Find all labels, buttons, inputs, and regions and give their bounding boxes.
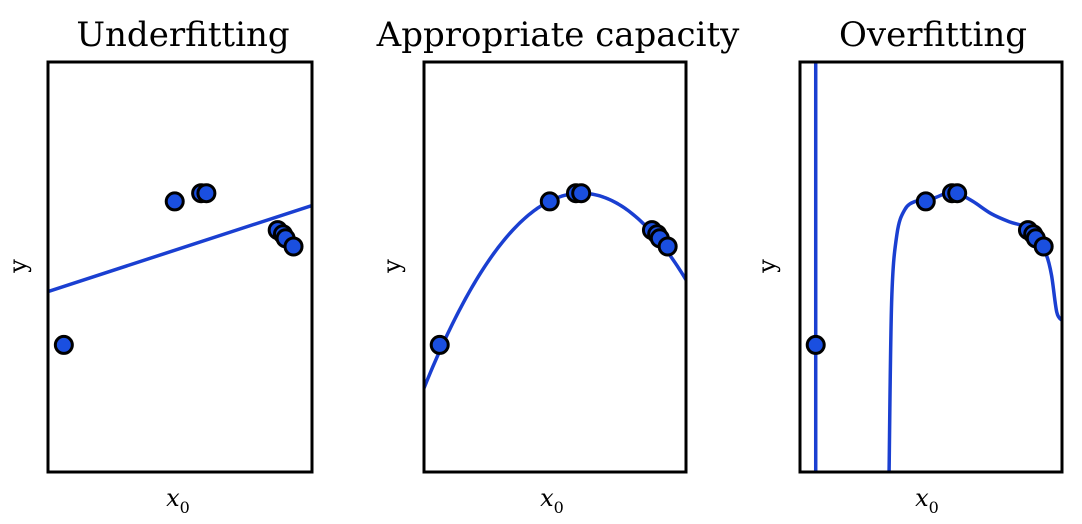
data-point (283, 236, 304, 257)
fit-curve-group (813, 62, 1062, 472)
panel-title: Appropriate capacity (376, 15, 740, 55)
data-point (53, 334, 74, 355)
data-point (1033, 236, 1054, 257)
panel-appropriate-capacity: Appropriate capacity y x0 (376, 15, 740, 517)
data-point (164, 191, 185, 212)
data-point (571, 183, 592, 204)
x-axis-label-subscript: 0 (554, 498, 564, 517)
plot-frame (798, 60, 1064, 474)
y-axis-label: y (378, 259, 406, 274)
data-point (947, 183, 968, 204)
y-axis-label: y (753, 259, 781, 274)
panel-underfitting: Underfitting y x0 (4, 15, 314, 517)
y-axis-label: y (4, 259, 32, 274)
x-axis-label-base: x (915, 484, 929, 512)
data-point (539, 191, 560, 212)
panel-title: Underfitting (76, 15, 289, 55)
x-axis-label-base: x (166, 484, 180, 512)
data-point (196, 183, 217, 204)
data-point (657, 236, 678, 257)
plot-frame (46, 60, 314, 474)
data-point (915, 191, 936, 212)
x-axis-label: x0 (540, 484, 564, 517)
x-axis-label: x0 (915, 484, 939, 517)
x-axis-label: x0 (166, 484, 190, 517)
panel-title: Overfitting (839, 15, 1027, 55)
data-point (805, 334, 826, 355)
x-axis-label-base: x (540, 484, 554, 512)
x-axis-label-subscript: 0 (180, 498, 190, 517)
x-axis-label-subscript: 0 (929, 498, 939, 517)
fit-curve-group (48, 203, 312, 294)
plot-frame (422, 60, 688, 474)
data-point (429, 334, 450, 355)
fit-line (48, 203, 312, 294)
panel-overfitting: Overfitting y x0 (753, 15, 1064, 517)
